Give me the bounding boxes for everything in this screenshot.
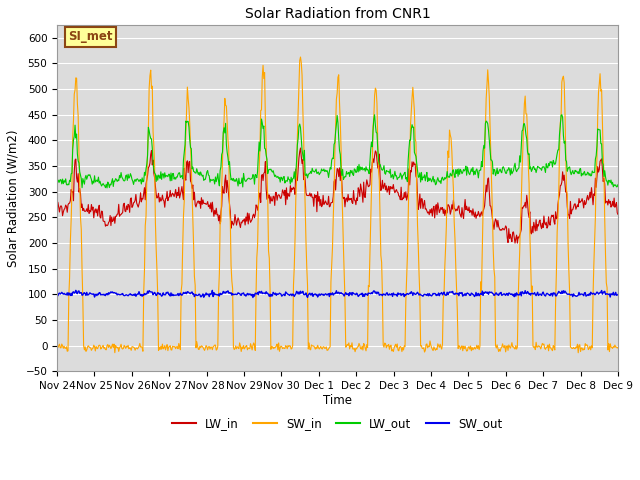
SW_in <box>124 344 131 350</box>
Legend: LW_in, SW_in, LW_out, SW_out: LW_in, SW_in, LW_out, SW_out <box>168 412 508 435</box>
LW_in <box>234 218 241 224</box>
LW_in <box>419 205 427 211</box>
LW_out <box>234 179 241 184</box>
LW_in <box>53 209 61 215</box>
LW_out <box>452 171 460 177</box>
SW_in <box>297 54 305 60</box>
LW_out <box>53 177 61 182</box>
SW_out <box>420 292 428 298</box>
SW_in <box>452 285 460 290</box>
SW_in <box>263 170 271 176</box>
LW_in <box>124 207 131 213</box>
LW_out <box>419 174 427 180</box>
Text: SI_met: SI_met <box>68 31 113 44</box>
SW_out <box>234 290 242 296</box>
X-axis label: Time: Time <box>323 394 352 407</box>
LW_in <box>452 206 460 212</box>
SW_out <box>249 295 257 300</box>
LW_out <box>263 156 271 162</box>
Title: Solar Radiation from CNR1: Solar Radiation from CNR1 <box>244 7 431 21</box>
LW_out <box>371 112 378 118</box>
Line: LW_out: LW_out <box>57 115 640 191</box>
LW_in <box>263 196 271 202</box>
SW_out <box>124 293 132 299</box>
LW_in <box>285 193 293 199</box>
LW_out <box>616 188 623 193</box>
SW_out <box>454 291 461 297</box>
SW_in <box>574 350 582 356</box>
SW_out <box>53 290 61 296</box>
Line: SW_in: SW_in <box>57 57 640 353</box>
LW_out <box>285 177 293 182</box>
SW_out <box>287 291 295 297</box>
SW_in <box>285 343 293 348</box>
Line: SW_out: SW_out <box>57 290 640 298</box>
SW_in <box>53 343 61 349</box>
LW_out <box>124 178 131 183</box>
LW_in <box>297 145 305 151</box>
SW_out <box>72 288 79 293</box>
SW_out <box>265 292 273 298</box>
Line: LW_in: LW_in <box>57 148 640 243</box>
LW_in <box>511 240 519 246</box>
Y-axis label: Solar Radiation (W/m2): Solar Radiation (W/m2) <box>7 130 20 267</box>
SW_in <box>419 346 427 351</box>
SW_in <box>234 344 241 350</box>
